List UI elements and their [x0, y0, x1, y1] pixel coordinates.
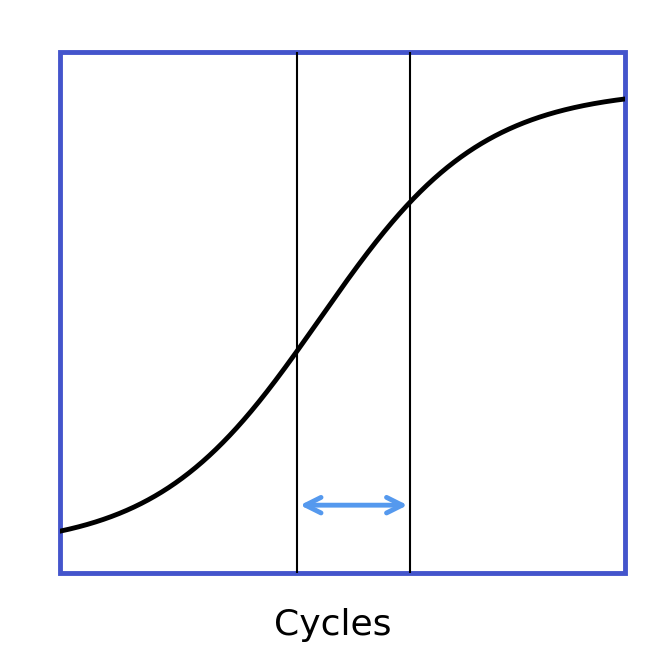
Text: Cycles: Cycles	[274, 608, 391, 642]
FancyBboxPatch shape	[60, 52, 625, 573]
